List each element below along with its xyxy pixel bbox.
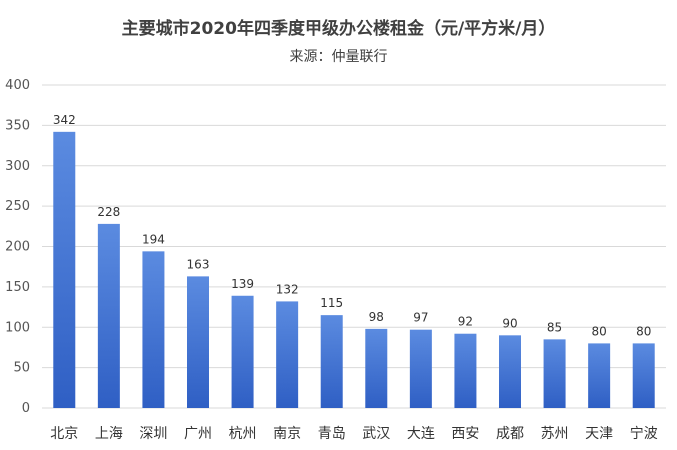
x-tick-label: 宁波 — [630, 425, 658, 442]
data-label: 228 — [97, 205, 120, 219]
data-label: 80 — [592, 324, 607, 338]
x-axis: 北京 上海 深圳 广州 杭州 南京 青岛 武汉 大连 西安 成都 苏州 天津 宁波 — [50, 425, 657, 442]
y-axis: 0 50 100 150 200 250 300 350 400 — [5, 78, 30, 416]
y-tick-label: 100 — [5, 320, 30, 335]
bar-2 — [142, 251, 165, 408]
bar-1 — [97, 223, 120, 408]
x-tick-label: 南京 — [273, 426, 301, 442]
data-label: 115 — [320, 296, 343, 310]
x-tick-label: 天津 — [585, 426, 613, 442]
y-tick-label: 300 — [5, 159, 30, 174]
bar-5 — [276, 301, 299, 408]
bar-12 — [588, 343, 611, 408]
data-label: 85 — [547, 320, 562, 334]
bar-11 — [543, 339, 566, 408]
bar-8 — [409, 329, 432, 408]
x-tick-label: 西安 — [451, 426, 479, 442]
x-tick-label: 广州 — [184, 426, 212, 442]
data-label: 97 — [413, 311, 428, 325]
x-tick-label: 上海 — [95, 426, 123, 442]
data-label: 80 — [636, 324, 651, 338]
bars — [53, 131, 655, 408]
data-label: 90 — [502, 316, 517, 330]
x-tick-label: 青岛 — [318, 426, 346, 442]
bar-4 — [231, 295, 254, 408]
data-label: 342 — [53, 113, 76, 127]
data-label: 139 — [231, 277, 254, 291]
x-tick-label: 苏州 — [541, 426, 569, 442]
bar-10 — [499, 335, 521, 408]
bar-7 — [365, 328, 388, 408]
data-label: 194 — [142, 232, 165, 246]
data-labels: 342 228 194 163 139 132 115 98 97 92 90 85 80 80 — [53, 113, 652, 339]
x-tick-label: 成都 — [496, 426, 524, 442]
y-tick-label: 250 — [5, 199, 30, 214]
x-tick-label: 武汉 — [362, 426, 390, 442]
data-label: 98 — [369, 310, 384, 324]
y-tick-label: 50 — [13, 361, 30, 376]
x-tick-label: 北京 — [50, 426, 78, 442]
data-label: 163 — [187, 257, 210, 271]
chart-subtitle: 来源：仲量联行 — [289, 49, 388, 65]
y-tick-label: 400 — [5, 78, 30, 93]
y-tick-label: 200 — [5, 240, 30, 255]
x-tick-label: 杭州 — [229, 426, 257, 442]
y-tick-label: 150 — [5, 280, 30, 295]
chart-title: 主要城市2020年四季度甲级办公楼租金（元/平方米/月） — [121, 19, 556, 39]
data-label: 132 — [276, 282, 299, 296]
bar-6 — [320, 315, 343, 408]
x-tick-label: 深圳 — [139, 426, 167, 442]
bar-0 — [53, 131, 76, 408]
x-tick-label: 大连 — [407, 426, 435, 442]
y-tick-label: 0 — [22, 401, 30, 416]
gridlines — [42, 84, 666, 409]
data-label: 92 — [458, 315, 473, 329]
bar-13 — [632, 343, 655, 408]
y-tick-label: 350 — [5, 118, 30, 133]
bar-9 — [454, 333, 477, 408]
bar-3 — [187, 276, 209, 408]
